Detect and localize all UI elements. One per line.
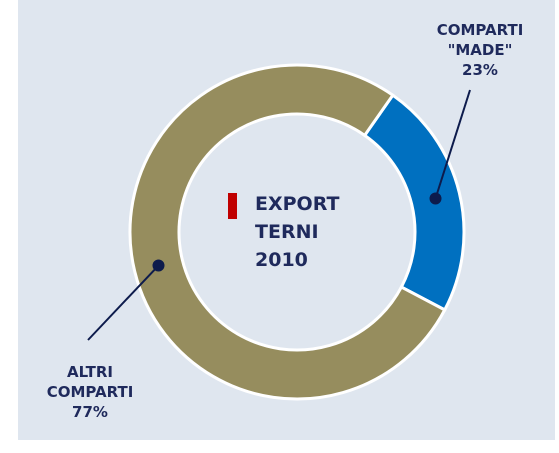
chart-title: EXPORT TERNI 2010: [255, 193, 340, 271]
leader-dot: [429, 192, 442, 205]
leader-dot: [152, 259, 165, 272]
segment-label: ALTRI COMPARTI: [46, 363, 134, 401]
leader-line: [87, 264, 160, 341]
value-label: 23%: [462, 61, 498, 79]
donut-segment: [128, 63, 447, 401]
segment-label: COMPARTI "MADE": [436, 21, 524, 59]
donut-segment: [362, 93, 466, 312]
leader-line: [434, 89, 471, 199]
title-marker: [228, 193, 237, 219]
value-label: 77%: [72, 403, 108, 421]
